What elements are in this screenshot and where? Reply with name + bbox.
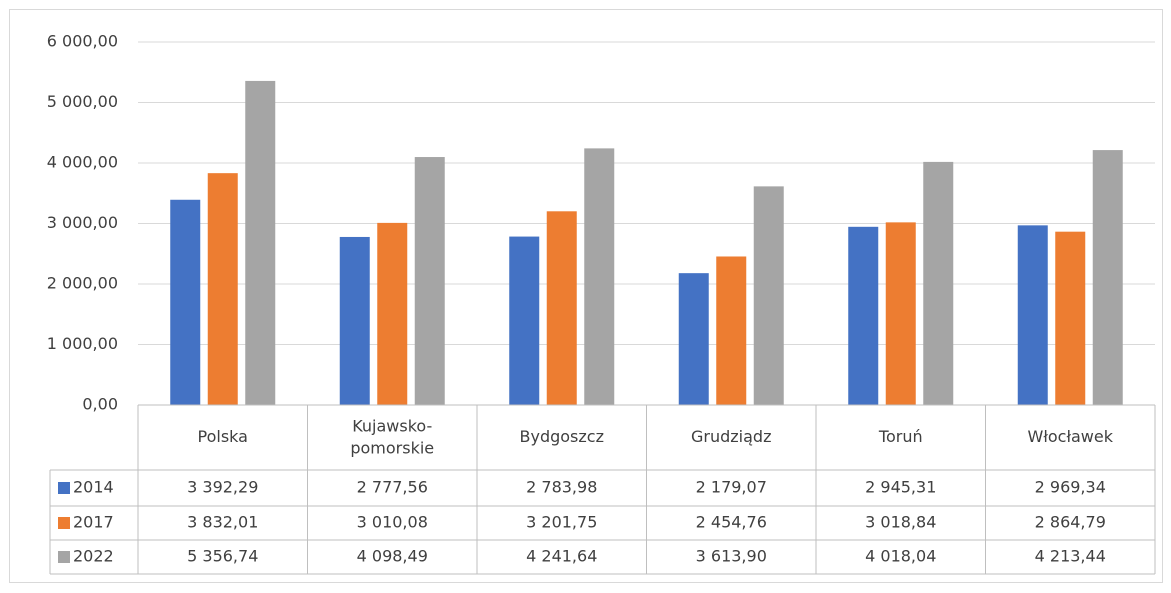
label-line: Kujawsko- — [352, 416, 432, 435]
bar — [170, 199, 201, 405]
bar — [546, 211, 577, 405]
bar — [584, 148, 615, 405]
table-value: 4 098,49 — [357, 547, 428, 566]
x-tick-label: Kujawsko-pomorskie — [350, 416, 434, 457]
x-tick-label: Polska — [198, 427, 248, 446]
y-tick-label: 2 000,00 — [47, 274, 118, 293]
table-value: 2 945,31 — [865, 478, 936, 497]
bar — [1017, 225, 1048, 405]
table-value: 2 864,79 — [1035, 513, 1106, 532]
bar — [848, 226, 879, 405]
y-tick-label: 0,00 — [82, 395, 118, 414]
table-value: 4 213,44 — [1035, 547, 1106, 566]
label-line: pomorskie — [350, 438, 434, 457]
bar — [377, 222, 408, 405]
bar — [885, 222, 916, 405]
legend-label: 2022 — [73, 547, 114, 566]
bar — [923, 161, 954, 405]
y-tick-label: 6 000,00 — [47, 32, 118, 51]
bar — [716, 256, 747, 405]
table-value: 5 356,74 — [187, 547, 258, 566]
legend-label: 2017 — [73, 513, 114, 532]
table-value: 3 018,84 — [865, 513, 936, 532]
table-value: 3 392,29 — [187, 478, 258, 497]
bar — [245, 80, 276, 405]
bar — [414, 157, 445, 405]
bar — [509, 236, 540, 405]
legend-swatch — [58, 517, 70, 529]
table-value: 3 010,08 — [357, 513, 428, 532]
y-tick-label: 1 000,00 — [47, 334, 118, 353]
legend-swatch — [58, 551, 70, 563]
x-tick-label: Włocławek — [1028, 427, 1114, 446]
table-value: 4 241,64 — [526, 547, 597, 566]
table-value: 4 018,04 — [865, 547, 936, 566]
y-tick-label: 3 000,00 — [47, 213, 118, 232]
table-value: 2 179,07 — [696, 478, 767, 497]
table-value: 2 777,56 — [357, 478, 428, 497]
legend-label: 2014 — [73, 478, 114, 497]
legend-swatch — [58, 482, 70, 494]
table-value: 2 454,76 — [696, 513, 767, 532]
bar — [1092, 150, 1123, 405]
table-value: 2 969,34 — [1035, 478, 1106, 497]
table-value: 3 613,90 — [696, 547, 767, 566]
y-tick-label: 5 000,00 — [47, 92, 118, 111]
bar — [1055, 231, 1086, 405]
table-value: 2 783,98 — [526, 478, 597, 497]
bar — [753, 186, 784, 405]
x-tick-label: Grudziądz — [691, 427, 771, 446]
bar — [678, 273, 709, 405]
table-value: 3 201,75 — [526, 513, 597, 532]
bar — [339, 236, 370, 405]
table-value: 3 832,01 — [187, 513, 258, 532]
x-tick-label: Toruń — [878, 427, 923, 446]
y-tick-label: 4 000,00 — [47, 153, 118, 172]
bar — [207, 173, 238, 405]
x-tick-label: Bydgoszcz — [520, 427, 604, 446]
